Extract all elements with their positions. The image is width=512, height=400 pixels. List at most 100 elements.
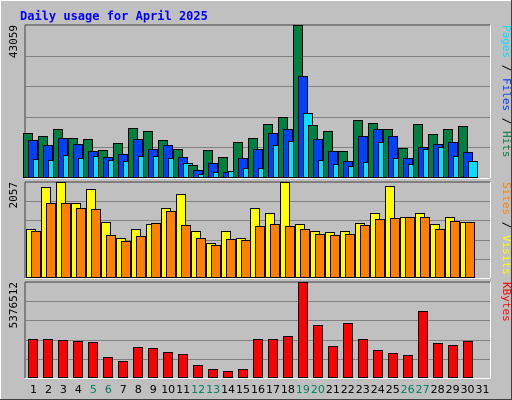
bar-kbytes-day-30 [463, 341, 473, 378]
bar-sites-day-11 [181, 225, 191, 278]
x-tick-label: 21 [326, 383, 340, 396]
bar-sites-day-12 [196, 238, 206, 278]
x-tick-label: 18 [281, 383, 295, 396]
bar-kbytes-day-21 [328, 346, 338, 378]
bar-sites-day-15 [241, 240, 251, 278]
x-tick-label: 27 [416, 383, 430, 396]
bar-kbytes-day-6 [103, 357, 113, 378]
panel-hits-files-pages: 43059 Pages / Files / Hits [7, 24, 512, 179]
bar-sites-day-4 [76, 208, 86, 278]
x-tick-label: 31 [476, 383, 490, 396]
bar-kbytes-day-5 [88, 342, 98, 378]
panel-visits-sites: 2057 Sites / Visits [7, 181, 512, 279]
bar-sites-day-28 [435, 229, 445, 278]
bar-kbytes-day-17 [268, 339, 278, 378]
bar-kbytes-day-10 [163, 352, 173, 378]
legend-visits: Visits [500, 235, 512, 275]
bar-kbytes-day-3 [58, 340, 68, 378]
bar-sites-day-23 [360, 225, 370, 278]
x-tick-label: 2 [45, 383, 52, 396]
bar-kbytes-day-9 [148, 348, 158, 378]
bar-kbytes-day-2 [43, 339, 53, 378]
bar-kbytes-day-18 [283, 336, 293, 378]
bar-sites-day-1 [31, 231, 41, 278]
x-tick-label: 13 [206, 383, 220, 396]
x-tick-label: 12 [191, 383, 205, 396]
bar-sites-day-17 [270, 224, 280, 278]
bar-sites-day-8 [136, 236, 146, 278]
bar-sites-day-6 [106, 235, 116, 278]
bar-kbytes-day-15 [238, 369, 248, 378]
bar-sites-day-24 [375, 219, 385, 278]
legend-hits: Hits [500, 131, 512, 158]
x-tick-label: 10 [161, 383, 175, 396]
legend-files: Files [500, 78, 512, 111]
bar-kbytes-day-14 [223, 371, 233, 378]
bar-kbytes-day-25 [388, 353, 398, 378]
bar-sites-day-22 [345, 234, 355, 278]
bar-sites-day-13 [211, 245, 221, 278]
legend-pages: Pages [500, 25, 512, 58]
bar-kbytes-day-1 [28, 339, 38, 378]
x-tick-label: 22 [341, 383, 355, 396]
panel-max-label: 5376512 [7, 282, 20, 328]
bar-kbytes-day-13 [208, 369, 218, 378]
panel-kbytes: 5376512 KBytes [7, 281, 512, 379]
legend-kbytes: KBytes [500, 282, 512, 322]
bar-sites-day-3 [61, 203, 71, 278]
panel-max-label: 43059 [7, 25, 20, 58]
x-tick-label: 11 [176, 383, 190, 396]
x-tick-label: 20 [311, 383, 325, 396]
x-tick-label: 24 [371, 383, 385, 396]
x-tick-label: 8 [135, 383, 142, 396]
x-tick-label: 14 [221, 383, 235, 396]
bar-kbytes-day-19 [298, 282, 308, 378]
x-tick-label: 30 [461, 383, 475, 396]
bar-kbytes-day-26 [403, 355, 413, 378]
bar-kbytes-day-16 [253, 339, 263, 378]
bar-sites-day-20 [315, 234, 325, 278]
bar-kbytes-day-8 [133, 347, 143, 378]
legend-separator: / [500, 111, 512, 131]
bar-sites-day-14 [226, 239, 236, 278]
bar-kbytes-day-29 [448, 345, 458, 378]
bar-sites-day-30 [465, 222, 475, 278]
chart-title: Daily usage for April 2025 [20, 9, 208, 23]
bar-sites-day-16 [255, 226, 265, 278]
bar-sites-day-26 [405, 217, 415, 278]
bar-kbytes-day-22 [343, 323, 353, 378]
x-tick-label: 26 [401, 383, 415, 396]
bar-kbytes-day-12 [193, 365, 203, 378]
bar-pages-day-30 [468, 161, 478, 178]
panel-max-label: 2057 [7, 182, 20, 209]
bar-sites-day-2 [46, 203, 56, 278]
x-tick-label: 9 [150, 383, 157, 396]
x-tick-label: 6 [105, 383, 112, 396]
chart-panels: 43059 Pages / Files / Hits 2057 Sites / Vis… [7, 24, 512, 379]
bar-kbytes-day-28 [433, 343, 443, 378]
bar-kbytes-day-4 [73, 341, 83, 378]
x-axis-labels: 1 2 3 4 5 6 7 8 9 10 11 12 13 14 15 16 17 18 19 20 21 22 23 24 2… [30, 383, 490, 396]
x-tick-label: 19 [296, 383, 310, 396]
bar-sites-day-21 [330, 235, 340, 278]
x-tick-label: 16 [251, 383, 265, 396]
bar-kbytes-day-23 [358, 339, 368, 378]
bar-kbytes-day-11 [178, 354, 188, 378]
bar-sites-day-10 [166, 211, 176, 278]
bar-sites-day-25 [390, 218, 400, 278]
panel-legend: KBytes [500, 282, 512, 322]
bar-kbytes-day-7 [118, 361, 128, 378]
panel-legend: Sites / Visits [500, 182, 512, 275]
x-tick-label: 4 [75, 383, 82, 396]
x-tick-label: 25 [386, 383, 400, 396]
legend-separator: / [500, 58, 512, 78]
x-tick-label: 1 [30, 383, 37, 396]
x-tick-label: 17 [266, 383, 280, 396]
x-tick-label: 29 [446, 383, 460, 396]
x-tick-label: 28 [431, 383, 445, 396]
bar-sites-day-18 [285, 226, 295, 278]
x-tick-label: 5 [90, 383, 97, 396]
bar-sites-day-5 [91, 209, 101, 278]
panel-legend: Pages / Files / Hits [500, 25, 512, 158]
